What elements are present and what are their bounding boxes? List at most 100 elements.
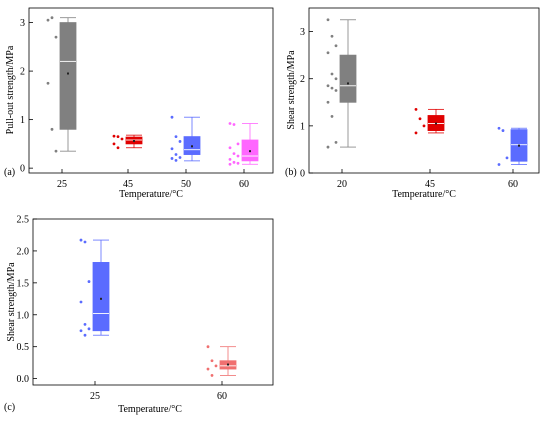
mean-marker xyxy=(100,297,102,300)
data-point xyxy=(83,333,87,337)
panel-b-xlabel: Temperature/°C xyxy=(392,189,456,200)
data-point xyxy=(232,123,236,126)
data-point xyxy=(174,158,178,162)
data-point xyxy=(505,156,509,160)
data-point xyxy=(87,327,91,331)
mean-marker xyxy=(518,144,520,147)
data-point xyxy=(326,145,330,149)
x-tick-label: 25 xyxy=(90,391,100,402)
data-point xyxy=(232,152,236,155)
y-tick-label: 0 xyxy=(300,169,305,180)
y-tick-label: 3 xyxy=(20,18,25,29)
data-point xyxy=(170,157,174,160)
panel-b-axes: 0 1 2 3 20 45 60 xyxy=(300,27,518,190)
y-tick-label: 3 xyxy=(300,27,305,38)
y-tick-label: 1 xyxy=(300,121,305,132)
data-point xyxy=(228,146,232,150)
mean-marker xyxy=(191,145,193,148)
data-point xyxy=(206,367,210,371)
box-group-45 xyxy=(112,134,143,150)
data-point xyxy=(228,122,232,125)
box-group-45 xyxy=(414,107,445,135)
data-point xyxy=(210,374,214,377)
y-tick-label: 1.0 xyxy=(17,310,30,321)
x-tick-label: 25 xyxy=(57,179,67,190)
mean-marker xyxy=(227,363,229,366)
data-point xyxy=(116,146,120,150)
data-point xyxy=(414,131,418,135)
panel-b-marks xyxy=(326,18,528,166)
data-point xyxy=(83,240,87,244)
y-tick-label: 0 xyxy=(20,164,25,175)
box-group-60 xyxy=(228,122,259,166)
data-point xyxy=(330,34,334,38)
data-point xyxy=(214,364,218,368)
y-tick-label: 2 xyxy=(300,74,305,85)
mean-marker xyxy=(249,150,251,153)
data-point xyxy=(79,329,83,333)
mean-marker xyxy=(133,139,135,142)
panel-b-label: (b) xyxy=(285,167,297,178)
panel-a-xlabel: Temperature/°C xyxy=(119,189,183,200)
data-point xyxy=(54,35,58,39)
box-group-50 xyxy=(170,115,201,162)
data-point xyxy=(326,84,330,88)
data-point xyxy=(501,129,505,132)
panel-a-marks xyxy=(46,16,259,166)
data-point xyxy=(112,142,116,146)
data-point xyxy=(326,18,330,22)
y-tick-label: 1 xyxy=(20,115,25,126)
data-point xyxy=(497,163,501,166)
data-point xyxy=(112,134,116,138)
panel-a: 0 1 2 3 25 45 50 60 (a) Temperature/°C Pull-out… xyxy=(4,7,274,200)
data-point xyxy=(418,117,422,121)
x-tick-label: 45 xyxy=(425,179,435,190)
data-point xyxy=(334,44,338,48)
data-point xyxy=(178,156,182,159)
data-point xyxy=(497,126,501,130)
y-tick-label: 2 xyxy=(20,67,25,78)
panel-a-ylabel: Pull-out strength/MPa xyxy=(5,45,16,134)
box-iqr xyxy=(339,54,357,103)
data-point xyxy=(46,18,50,22)
panel-b: 0 1 2 3 20 45 60 (b) Temperature/°C Shear stre… xyxy=(285,7,540,200)
panel-b-frame xyxy=(308,7,540,174)
box-group-25 xyxy=(79,238,110,337)
data-point xyxy=(334,89,338,92)
panel-c-ylabel: Shear strength/MPa xyxy=(6,262,17,342)
box-group-20 xyxy=(326,18,357,149)
box-group-25 xyxy=(46,16,77,153)
data-point xyxy=(206,345,210,349)
panel-a-frame xyxy=(28,7,274,174)
data-point xyxy=(232,160,236,164)
x-tick-label: 45 xyxy=(123,179,133,190)
y-tick-label: 2.5 xyxy=(17,215,30,226)
data-point xyxy=(330,115,334,118)
mean-marker xyxy=(435,122,437,125)
data-point xyxy=(79,300,83,304)
data-point xyxy=(170,147,174,151)
data-point xyxy=(236,154,240,158)
x-tick-label: 60 xyxy=(239,179,249,190)
x-tick-label: 60 xyxy=(217,391,227,402)
x-tick-label: 60 xyxy=(508,179,518,190)
data-point xyxy=(236,161,240,165)
y-tick-label: 1.5 xyxy=(17,278,30,289)
data-point xyxy=(79,238,83,242)
y-tick-label: 0.5 xyxy=(17,342,30,353)
data-point xyxy=(50,16,54,20)
panel-b-ylabel: Shear strength/MPa xyxy=(286,50,297,130)
data-point xyxy=(174,135,178,139)
data-point xyxy=(170,115,174,119)
panel-a-label: (a) xyxy=(4,167,15,178)
data-point xyxy=(334,140,338,144)
y-tick-label: 2.0 xyxy=(17,246,30,257)
panel-c-label: (c) xyxy=(4,402,15,413)
data-point xyxy=(210,359,214,363)
panel-a-axes: 0 1 2 3 25 45 50 60 xyxy=(20,18,249,190)
box-group-60 xyxy=(206,345,237,377)
data-point xyxy=(236,142,240,146)
data-point xyxy=(54,149,58,153)
box-iqr xyxy=(92,262,110,332)
